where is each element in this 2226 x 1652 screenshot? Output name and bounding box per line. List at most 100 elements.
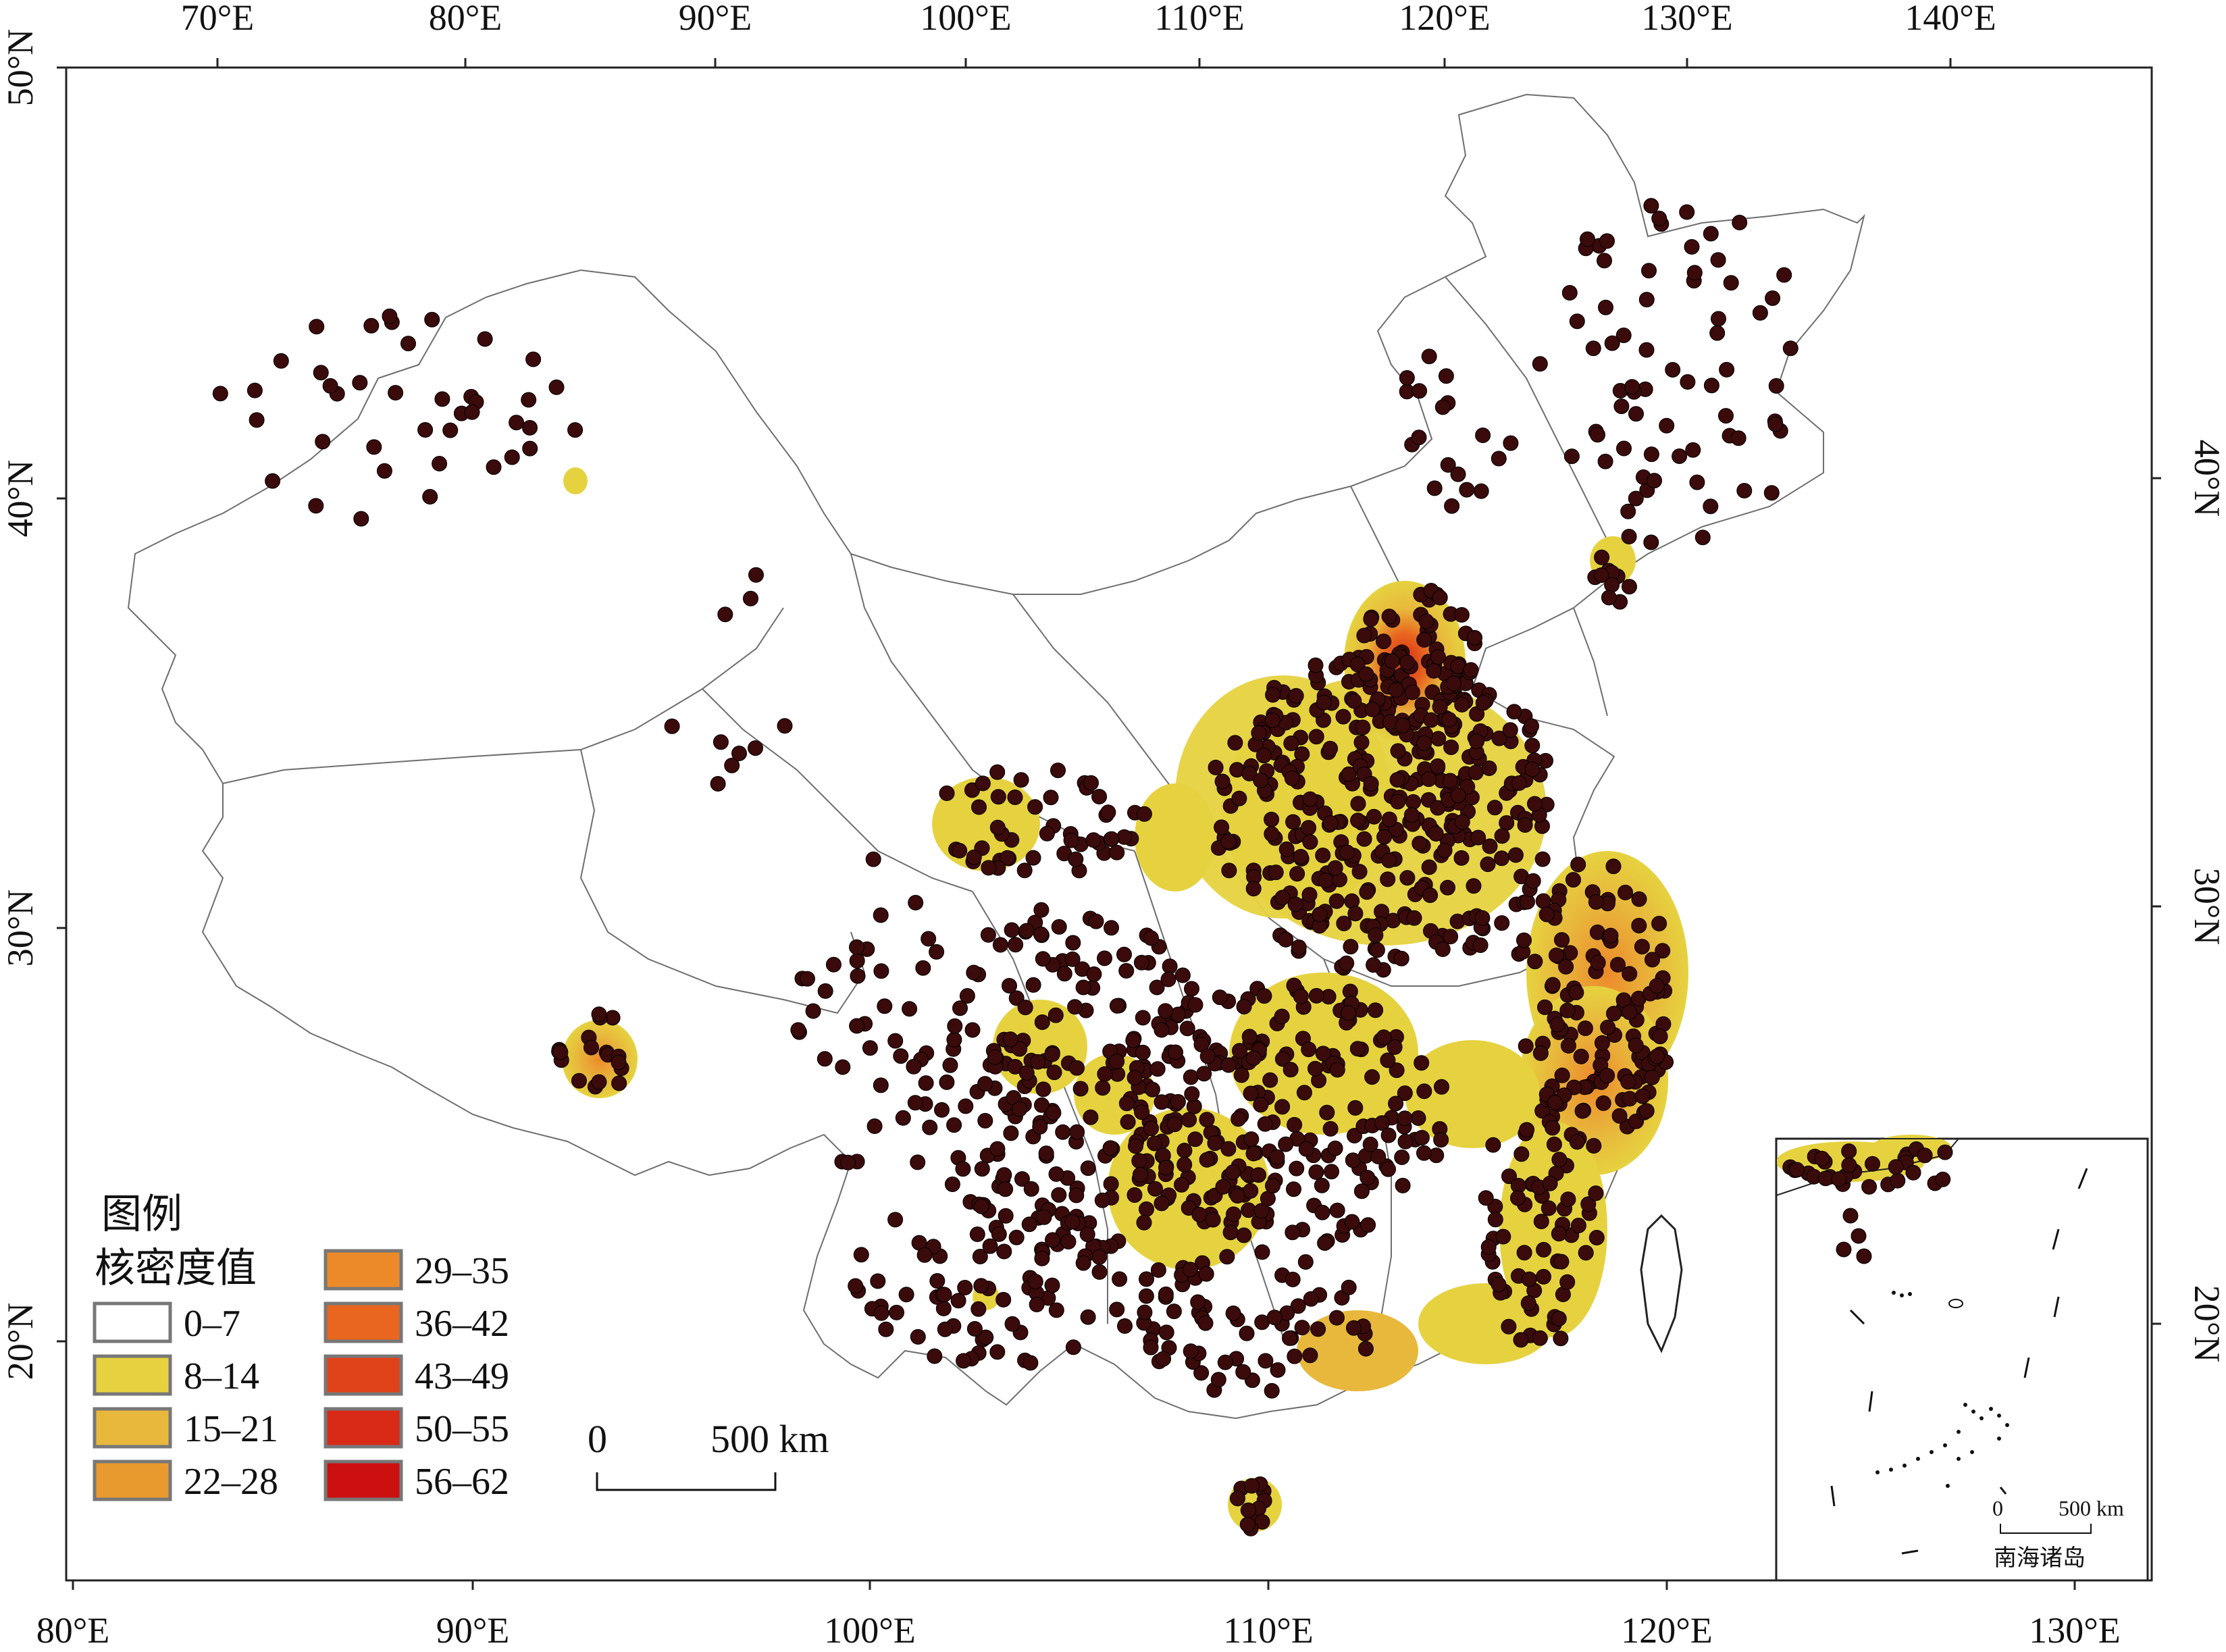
site-dot [1491, 1276, 1507, 1293]
site-dot [777, 718, 793, 734]
site-dot [1310, 1321, 1326, 1337]
site-dot [1719, 361, 1735, 378]
site-dot [1634, 939, 1650, 955]
site-dot [1463, 662, 1479, 678]
site-dot [1227, 735, 1243, 751]
site-dot [1199, 1048, 1216, 1064]
site-dot [1444, 498, 1460, 514]
site-dot [1521, 1271, 1537, 1287]
site-dot [1645, 952, 1660, 968]
site-dot [1293, 849, 1309, 864]
site-dot [1072, 1081, 1089, 1097]
site-dot [922, 1119, 938, 1135]
site-dot [1284, 770, 1300, 786]
site-dot [1414, 1055, 1430, 1071]
site-dot [1217, 1354, 1233, 1370]
site-dot [1025, 977, 1041, 993]
site-dot [1131, 1153, 1147, 1169]
site-dot [1599, 233, 1615, 249]
site-dot [1287, 896, 1303, 912]
site-dot [817, 983, 833, 999]
site-dot [1038, 1145, 1054, 1162]
site-dot [1467, 629, 1482, 646]
scale-bar: 0 500 km [588, 1417, 829, 1491]
site-dot [1253, 773, 1269, 788]
site-dot [1308, 987, 1324, 1004]
density-surface [562, 467, 1688, 1532]
site-dot [1376, 634, 1392, 650]
site-dot [952, 843, 968, 858]
inset-site-dot [1905, 1164, 1921, 1181]
top-tick-label: 80°E [429, 0, 502, 38]
site-dot [1044, 1277, 1060, 1293]
site-dot [1527, 954, 1543, 970]
site-dot [1013, 772, 1029, 788]
site-dot [1336, 915, 1352, 931]
site-dot [1501, 1168, 1517, 1185]
top-tick-label: 140°E [1905, 0, 1996, 38]
site-dot [1561, 285, 1578, 301]
site-dot [417, 422, 434, 438]
site-dot [1274, 1008, 1290, 1025]
inset-site-dot [1841, 1143, 1857, 1159]
site-dot [1350, 812, 1366, 829]
site-dot [1312, 906, 1328, 923]
site-dot [978, 1329, 994, 1345]
site-dot [1399, 370, 1415, 386]
site-dot [1485, 1137, 1501, 1153]
site-dot [1763, 485, 1780, 501]
site-dot [1243, 1183, 1259, 1199]
site-dot [1048, 1166, 1064, 1182]
site-dot [1043, 790, 1059, 806]
site-dot [1711, 311, 1726, 327]
site-dot [1397, 1133, 1414, 1150]
site-dot [1014, 1171, 1030, 1187]
site-dot [353, 511, 369, 527]
site-dot [1595, 1095, 1611, 1111]
site-dot [1665, 362, 1681, 378]
site-dot [1359, 884, 1375, 900]
site-dot [1257, 1116, 1273, 1132]
site-dot [1580, 231, 1595, 247]
site-dot [1360, 1170, 1376, 1186]
site-dot [1510, 1190, 1526, 1206]
site-dot [1545, 1120, 1561, 1136]
site-dot [1075, 1255, 1091, 1271]
site-dot [1578, 1245, 1594, 1261]
site-dot [950, 1293, 966, 1309]
inset-title: 南海诸岛 [1994, 1545, 2086, 1572]
site-dot [1329, 1062, 1345, 1078]
site-dot [1269, 1149, 1285, 1165]
site-dot [1243, 1085, 1259, 1102]
site-dot [434, 391, 450, 407]
site-dot [1620, 1074, 1636, 1090]
site-dot [1606, 1006, 1622, 1022]
site-dot [973, 1198, 989, 1214]
site-dot [1327, 860, 1343, 876]
site-dot [1301, 1041, 1317, 1058]
site-dot [946, 1031, 962, 1048]
site-dot [898, 1287, 914, 1303]
site-dot [1088, 913, 1104, 929]
site-dot [1094, 1192, 1110, 1208]
site-dot [1472, 937, 1489, 953]
site-dot [805, 1003, 821, 1019]
site-dot [1616, 440, 1632, 457]
site-dot [1560, 1037, 1576, 1054]
site-dot [1239, 1516, 1256, 1532]
site-dot [1174, 1177, 1189, 1193]
site-dot [1538, 906, 1555, 923]
site-dot [1297, 1254, 1314, 1270]
site-dot [895, 1110, 911, 1126]
site-dot [1220, 1141, 1237, 1157]
site-dot [1411, 430, 1427, 446]
site-dot [1253, 1203, 1270, 1219]
site-dot [1265, 1178, 1280, 1194]
site-dot [1339, 844, 1355, 860]
site-dot [1023, 1355, 1039, 1371]
site-dot [1511, 775, 1527, 791]
site-dot [1132, 1166, 1148, 1183]
site-dot [1183, 1262, 1198, 1278]
site-dot [1285, 1271, 1301, 1287]
site-dot [571, 1073, 587, 1089]
